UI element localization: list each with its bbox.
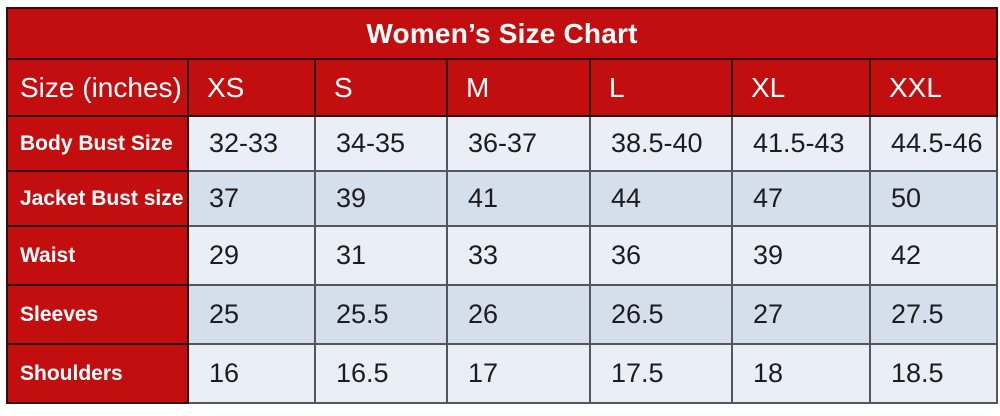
- size-value-cell: 18: [731, 343, 871, 404]
- column-header-xl: XL: [731, 58, 871, 117]
- column-header-xxl: XXL: [868, 58, 999, 117]
- size-chart-container: Women’s Size Chart Size (inches) XS S M …: [5, 7, 999, 404]
- unit-header-cell: Size (inches): [6, 58, 189, 117]
- table-row-jacket-bust: Jacket Bust size 37 39 41 44 47 50: [6, 170, 999, 227]
- size-value-cell: 41.5-43: [731, 115, 871, 172]
- size-value-cell: 39: [731, 225, 871, 286]
- size-value-cell: 33: [446, 225, 591, 286]
- table-row-shoulders: Shoulders 16 16.5 17 17.5 18 18.5: [6, 343, 999, 404]
- table-row-sleeves: Sleeves 25 25.5 26 26.5 27 27.5: [6, 284, 999, 345]
- size-value-cell: 29: [187, 225, 316, 286]
- size-value-cell: 26.5: [589, 284, 733, 345]
- size-value-cell: 44: [589, 170, 733, 227]
- column-header-l: L: [589, 58, 733, 117]
- chart-title: Women’s Size Chart: [5, 7, 999, 60]
- size-value-cell: 36: [589, 225, 733, 286]
- size-value-cell: 16.5: [314, 343, 448, 404]
- size-value-cell: 39: [314, 170, 448, 227]
- table-row-body-bust: Body Bust Size 32-33 34-35 36-37 38.5-40…: [6, 115, 999, 172]
- size-value-cell: 41: [446, 170, 591, 227]
- column-header-s: S: [314, 58, 448, 117]
- size-value-cell: 27: [731, 284, 871, 345]
- column-header-m: M: [446, 58, 591, 117]
- row-label: Body Bust Size: [6, 115, 189, 172]
- size-value-cell: 50: [868, 170, 999, 227]
- row-label: Shoulders: [6, 343, 189, 404]
- row-label: Sleeves: [6, 284, 189, 345]
- size-value-cell: 36-37: [446, 115, 591, 172]
- column-header-xs: XS: [187, 58, 316, 117]
- size-value-cell: 42: [868, 225, 999, 286]
- size-value-cell: 18.5: [868, 343, 999, 404]
- size-value-cell: 27.5: [868, 284, 999, 345]
- size-value-cell: 17.5: [589, 343, 733, 404]
- size-value-cell: 44.5-46: [868, 115, 999, 172]
- title-row: Women’s Size Chart: [5, 7, 999, 60]
- size-value-cell: 37: [187, 170, 316, 227]
- size-value-cell: 16: [187, 343, 316, 404]
- size-chart-table: Women’s Size Chart Size (inches) XS S M …: [5, 7, 999, 404]
- size-value-cell: 47: [731, 170, 871, 227]
- size-value-cell: 17: [446, 343, 591, 404]
- size-value-cell: 25.5: [314, 284, 448, 345]
- table-row-waist: Waist 29 31 33 36 39 42: [6, 225, 999, 286]
- size-value-cell: 31: [314, 225, 448, 286]
- row-label: Waist: [6, 225, 189, 286]
- size-value-cell: 26: [446, 284, 591, 345]
- header-row: Size (inches) XS S M L XL XXL: [6, 58, 999, 117]
- size-value-cell: 32-33: [187, 115, 316, 172]
- size-value-cell: 38.5-40: [589, 115, 733, 172]
- row-label: Jacket Bust size: [6, 170, 189, 227]
- size-value-cell: 34-35: [314, 115, 448, 172]
- size-value-cell: 25: [187, 284, 316, 345]
